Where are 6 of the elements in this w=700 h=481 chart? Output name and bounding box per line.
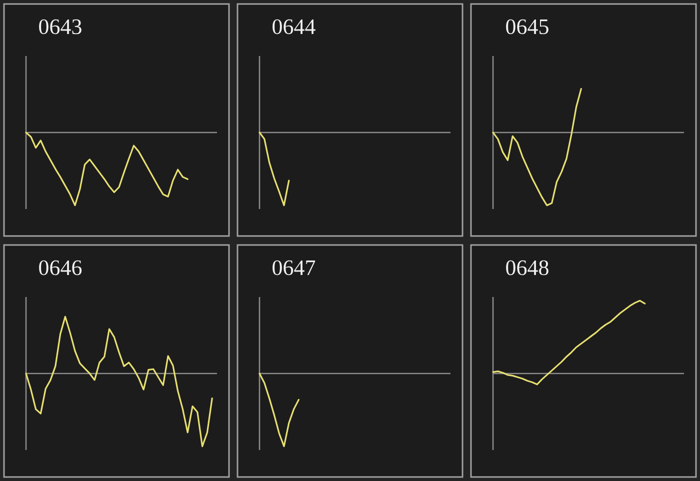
chart-title: 0647 <box>272 260 316 276</box>
chart-title: 0648 <box>506 260 548 276</box>
chart-title: 0645 <box>506 19 548 34</box>
chart-title: 0644 <box>272 19 316 34</box>
chart-title: 0643 <box>39 19 82 34</box>
chart-title: 0646 <box>39 260 82 276</box>
